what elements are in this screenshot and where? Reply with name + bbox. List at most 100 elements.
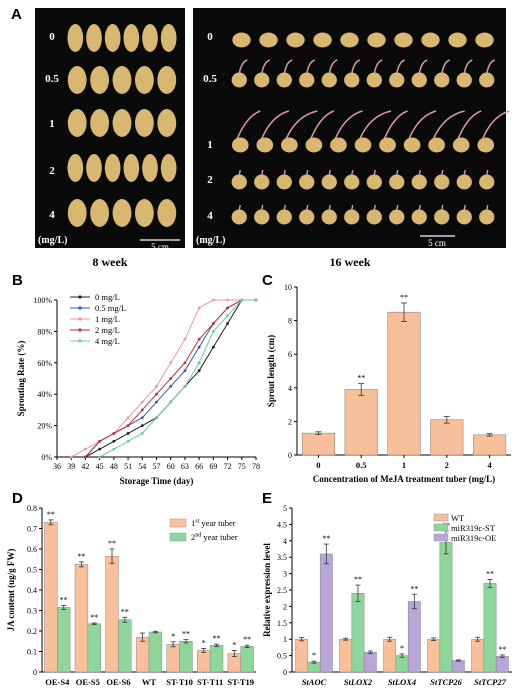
- tuber: [123, 154, 140, 182]
- tuber: [112, 66, 132, 94]
- y-tick-label: 40%: [37, 390, 52, 399]
- x-tick-label: 51: [124, 462, 132, 471]
- x-tick-label: 42: [81, 462, 89, 471]
- tuber: [157, 66, 177, 94]
- y-tick-label: 4.5: [277, 520, 287, 529]
- y-tick-label: 4: [283, 537, 287, 546]
- bar: [339, 638, 353, 673]
- tuber: [157, 199, 177, 227]
- y-tick-label: 6: [288, 350, 292, 359]
- photo-16-week-caption: 16 week: [330, 255, 371, 269]
- legend-label: 4 mg/L: [95, 336, 120, 346]
- x-tick-label: 39: [67, 462, 75, 471]
- significance-mark: **: [121, 607, 129, 616]
- tuber: [344, 72, 360, 88]
- data-point: [197, 337, 201, 341]
- x-tick-label: 69: [209, 462, 217, 471]
- y-tick-label: 20%: [37, 422, 52, 431]
- photo-8-week-unit: (mg/L): [38, 235, 67, 246]
- photo-16-week-row-label: 0.5: [203, 73, 217, 85]
- sprout: [328, 204, 331, 211]
- y-tick-label: 1: [283, 635, 287, 644]
- data-point: [140, 400, 144, 404]
- x-tick-label: 45: [96, 462, 104, 471]
- sprout: [441, 204, 444, 211]
- x-tick-label: 72: [224, 462, 232, 471]
- chart-e-ylabel: Relative expression level: [262, 543, 272, 637]
- significance-mark: *: [171, 632, 175, 641]
- y-tick-label: 0.3: [27, 607, 37, 616]
- photo-16-week-scale-label: 5 cm: [428, 238, 446, 248]
- bar: [451, 660, 465, 673]
- tuber: [344, 209, 360, 225]
- data-point: [197, 369, 201, 373]
- tuber: [434, 209, 450, 225]
- data-point: [98, 455, 102, 459]
- legend-swatch: [169, 532, 187, 542]
- photo-8-week-row-label: 2: [49, 165, 55, 177]
- data-point: [197, 345, 201, 349]
- tuber: [67, 154, 84, 182]
- sprout: [373, 169, 376, 176]
- sprout: [456, 110, 482, 142]
- sprout: [283, 204, 286, 211]
- tuber: [321, 209, 337, 225]
- significance-mark: **: [47, 510, 55, 519]
- tuber: [67, 199, 87, 227]
- legend-marker: [78, 306, 82, 310]
- sprout: [306, 169, 309, 176]
- tuber: [389, 72, 405, 88]
- x-tick-label: 36: [53, 462, 61, 471]
- tuber: [142, 154, 158, 182]
- sprout: [328, 169, 331, 176]
- y-tick-label: 0.1: [27, 648, 37, 657]
- x-tick-label: 57: [153, 462, 161, 471]
- photo-8-week-row-label: 0: [49, 31, 55, 43]
- photo-16-week-background: [193, 8, 506, 248]
- tuber: [157, 109, 177, 137]
- bar: [473, 434, 507, 456]
- data-point: [155, 416, 158, 420]
- tuber: [421, 32, 440, 48]
- data-point: [84, 447, 87, 451]
- x-tick-label: StAOC: [302, 677, 327, 687]
- sprout: [431, 110, 465, 142]
- tuber: [411, 72, 427, 88]
- significance-mark: *: [202, 638, 206, 647]
- y-tick-label: 3.5: [277, 553, 287, 562]
- x-tick-label: OE-S5: [76, 677, 100, 687]
- photo-8-week-caption: 8 week: [93, 255, 128, 269]
- tuber: [256, 137, 274, 153]
- data-point: [69, 455, 73, 459]
- bar: [301, 432, 335, 456]
- tuber: [67, 24, 84, 52]
- chart-d-legend: 1st year tuber 2nd year tuber: [169, 518, 238, 542]
- tuber: [313, 32, 332, 48]
- sprout: [441, 59, 451, 75]
- data-point: [140, 408, 144, 412]
- sprout: [373, 59, 383, 75]
- chart-b-xlabel: Storage Time (day): [120, 476, 194, 486]
- data-point: [211, 330, 215, 333]
- photo-8-week-row-label: 1: [49, 118, 55, 130]
- sprout: [351, 59, 361, 75]
- sprout: [351, 169, 354, 176]
- data-point: [112, 432, 116, 435]
- sprout: [486, 169, 489, 176]
- bar: [74, 564, 89, 673]
- y-tick-label: 0.8: [27, 504, 37, 513]
- bar: [430, 419, 464, 456]
- legend-label: 0 mg/L: [95, 292, 120, 302]
- data-point: [254, 298, 258, 302]
- data-point: [169, 377, 173, 380]
- y-tick-label: 0.5: [27, 566, 37, 575]
- tuber: [134, 199, 154, 227]
- data-point: [226, 298, 229, 302]
- significance-mark: *: [400, 644, 404, 653]
- sprout: [418, 169, 421, 176]
- data-point: [155, 400, 158, 404]
- bar: [44, 522, 58, 673]
- x-tick-label: ST-T19: [227, 677, 254, 687]
- tuber: [276, 72, 292, 88]
- x-tick-label: OE-S4: [45, 677, 70, 687]
